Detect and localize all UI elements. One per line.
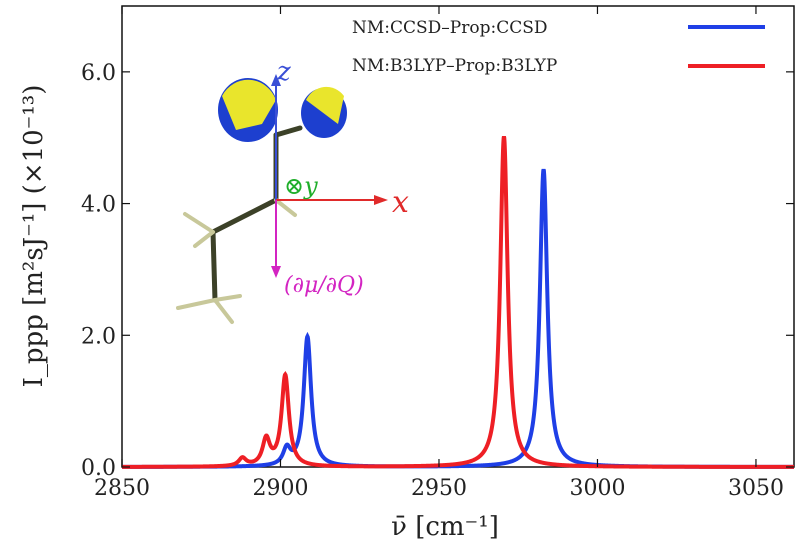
legend-label-ccsd: NM:CCSD–Prop:CCSD bbox=[352, 18, 548, 38]
x-axis-label: ν̄ [cm⁻¹] bbox=[391, 512, 499, 542]
x-tick-label-3050: 3050 bbox=[728, 476, 784, 501]
curves-layer bbox=[122, 135, 794, 469]
y-axis-label: I_ppp [m²sJ⁻¹] (×10⁻¹³) bbox=[19, 85, 49, 388]
molecule-inset: z ⊗y x (∂μ/∂Q) bbox=[176, 57, 409, 324]
y-axis-symbol-label: ⊗y bbox=[284, 172, 318, 200]
y-tick-label-0.0: 0.0 bbox=[81, 456, 116, 481]
legend-label-b3lyp: NM:B3LYP–Prop:B3LYP bbox=[352, 56, 557, 76]
z-axis-label: z bbox=[276, 57, 291, 87]
dipole-label: (∂μ/∂Q) bbox=[284, 273, 364, 298]
y-tick-label-2.0: 2.0 bbox=[81, 324, 116, 349]
x-axis-symbol-label: x bbox=[392, 185, 409, 220]
orbital-left bbox=[218, 78, 278, 142]
y-tick-label-4.0: 4.0 bbox=[81, 193, 116, 218]
x-tick-label-2900: 2900 bbox=[252, 476, 308, 501]
series-line-b3lyp bbox=[122, 135, 794, 469]
series-line-ccsd bbox=[122, 168, 794, 469]
orbital-right bbox=[301, 86, 347, 138]
x-tick-label-3000: 3000 bbox=[569, 476, 625, 501]
legend: NM:CCSD–Prop:CCSD NM:B3LYP–Prop:B3LYP bbox=[352, 18, 765, 76]
molecule-bonds bbox=[176, 125, 303, 324]
x-tick-label-2950: 2950 bbox=[411, 476, 467, 501]
ticks-layer: 2850 2900 2950 3000 3050 0.0 2.0 4.0 6.0 bbox=[81, 6, 794, 501]
y-tick-label-6.0: 6.0 bbox=[81, 61, 116, 86]
x-tick-label-2850: 2850 bbox=[94, 476, 150, 501]
